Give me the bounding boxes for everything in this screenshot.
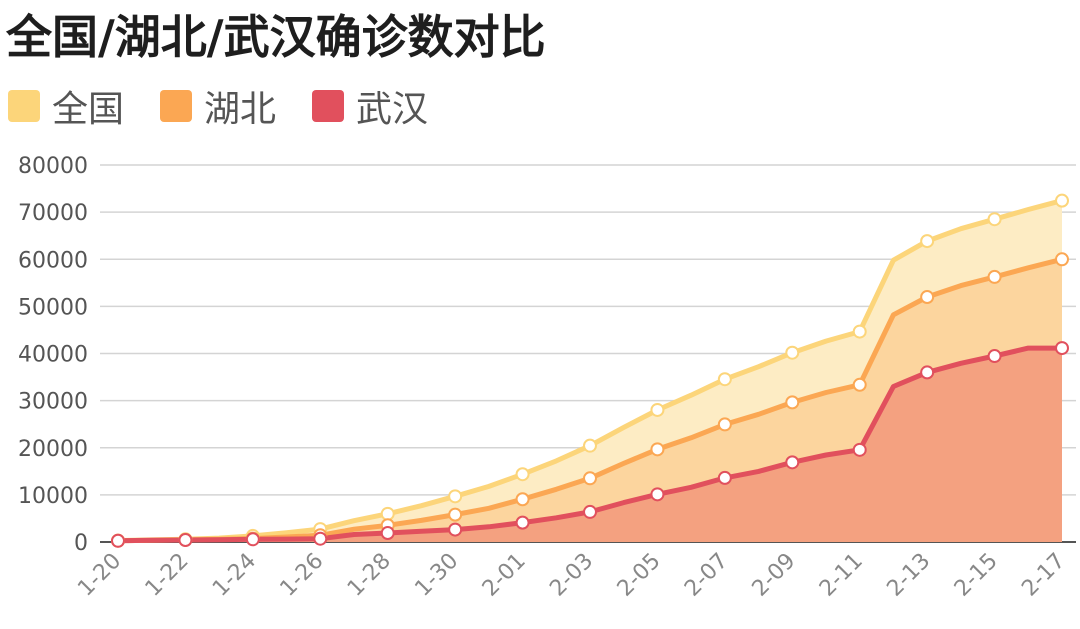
- legend-item-hubei[interactable]: 湖北: [160, 80, 276, 132]
- legend-swatch-hubei: [160, 90, 193, 122]
- series-point-2: [515, 515, 530, 530]
- y-tick-label: 20000: [18, 437, 88, 462]
- x-tick-label: 2-11: [815, 549, 868, 602]
- series-point-0: [920, 234, 935, 249]
- x-tick-label: 2-13: [882, 549, 935, 602]
- series-point-2: [313, 531, 328, 546]
- series-point-2: [245, 532, 260, 547]
- x-tick-label: 2-05: [613, 549, 666, 602]
- legend-label-national: 全国: [52, 89, 125, 130]
- x-tick-label: 1-30: [410, 549, 463, 602]
- x-tick-label: 2-03: [545, 549, 598, 602]
- series-point-2: [448, 522, 463, 537]
- series-point-2: [717, 470, 732, 485]
- x-tick-label: 1-22: [141, 549, 194, 602]
- series-point-0: [448, 489, 463, 504]
- legend-item-national[interactable]: 全国: [8, 80, 124, 132]
- series-point-2: [987, 349, 1002, 364]
- x-tick-label: 2-17: [1017, 549, 1070, 602]
- series-point-1: [1055, 252, 1069, 267]
- series-point-2: [380, 526, 395, 541]
- series-point-2: [178, 532, 193, 547]
- series-point-1: [920, 290, 935, 305]
- legend-label-wuhan: 武汉: [356, 89, 429, 130]
- x-tick-label: 1-26: [276, 549, 329, 602]
- series-area-2: [118, 348, 1062, 542]
- x-tick-label: 1-24: [208, 549, 261, 602]
- x-tick-label: 2-15: [950, 549, 1003, 602]
- series-point-2: [583, 504, 597, 519]
- series-point-2: [852, 442, 867, 457]
- series-point-1: [515, 492, 530, 507]
- y-tick-label: 50000: [18, 295, 88, 320]
- series-point-0: [583, 438, 597, 453]
- series-point-0: [852, 324, 867, 339]
- y-axis-ticks: 0 10000 20000 30000 40000 50000 60000 70000 8000…: [18, 154, 88, 556]
- y-tick-label: 60000: [18, 248, 88, 273]
- x-tick-label: 2-09: [748, 549, 801, 602]
- series-point-1: [852, 377, 867, 392]
- series-points: [111, 193, 1069, 548]
- legend-label-hubei: 湖北: [204, 89, 277, 130]
- x-tick-label: 2-07: [680, 549, 733, 602]
- series-point-2: [785, 455, 800, 470]
- y-tick-label: 80000: [18, 154, 88, 179]
- series-point-1: [785, 395, 800, 410]
- legend-swatch-wuhan: [312, 90, 345, 122]
- x-axis-ticks: 1-20 1-22 1-24 1-26 1-28 1-30 2-01 2-03 2-05 2-07…: [73, 549, 1070, 602]
- series-point-0: [785, 345, 800, 360]
- y-tick-label: 0: [74, 531, 88, 556]
- series-point-1: [987, 269, 1002, 284]
- x-tick-label: 2-01: [478, 549, 531, 602]
- series-point-2: [650, 487, 665, 502]
- series-point-0: [380, 506, 395, 521]
- series-point-0: [717, 372, 732, 387]
- y-tick-label: 10000: [18, 484, 88, 509]
- series-point-2: [1055, 341, 1069, 356]
- chart-title: 全国/湖北/武汉确诊数对比: [6, 10, 546, 64]
- series-point-2: [920, 365, 935, 380]
- x-tick-label: 1-28: [343, 549, 396, 602]
- series-point-1: [650, 442, 665, 457]
- x-tick-label: 1-20: [73, 549, 126, 602]
- series-point-2: [111, 533, 125, 548]
- y-tick-label: 30000: [18, 390, 88, 415]
- series-point-1: [583, 471, 597, 486]
- series-point-1: [448, 507, 463, 522]
- series-point-0: [987, 212, 1002, 227]
- y-tick-label: 70000: [18, 201, 88, 226]
- y-tick-label: 40000: [18, 343, 88, 368]
- series-point-1: [717, 417, 732, 432]
- legend-swatch-national: [8, 90, 40, 122]
- series-point-0: [515, 467, 530, 482]
- series-point-0: [650, 402, 665, 417]
- series-point-0: [1055, 193, 1069, 208]
- legend: 全国 湖北 武汉: [8, 80, 464, 132]
- legend-item-wuhan[interactable]: 武汉: [312, 80, 428, 132]
